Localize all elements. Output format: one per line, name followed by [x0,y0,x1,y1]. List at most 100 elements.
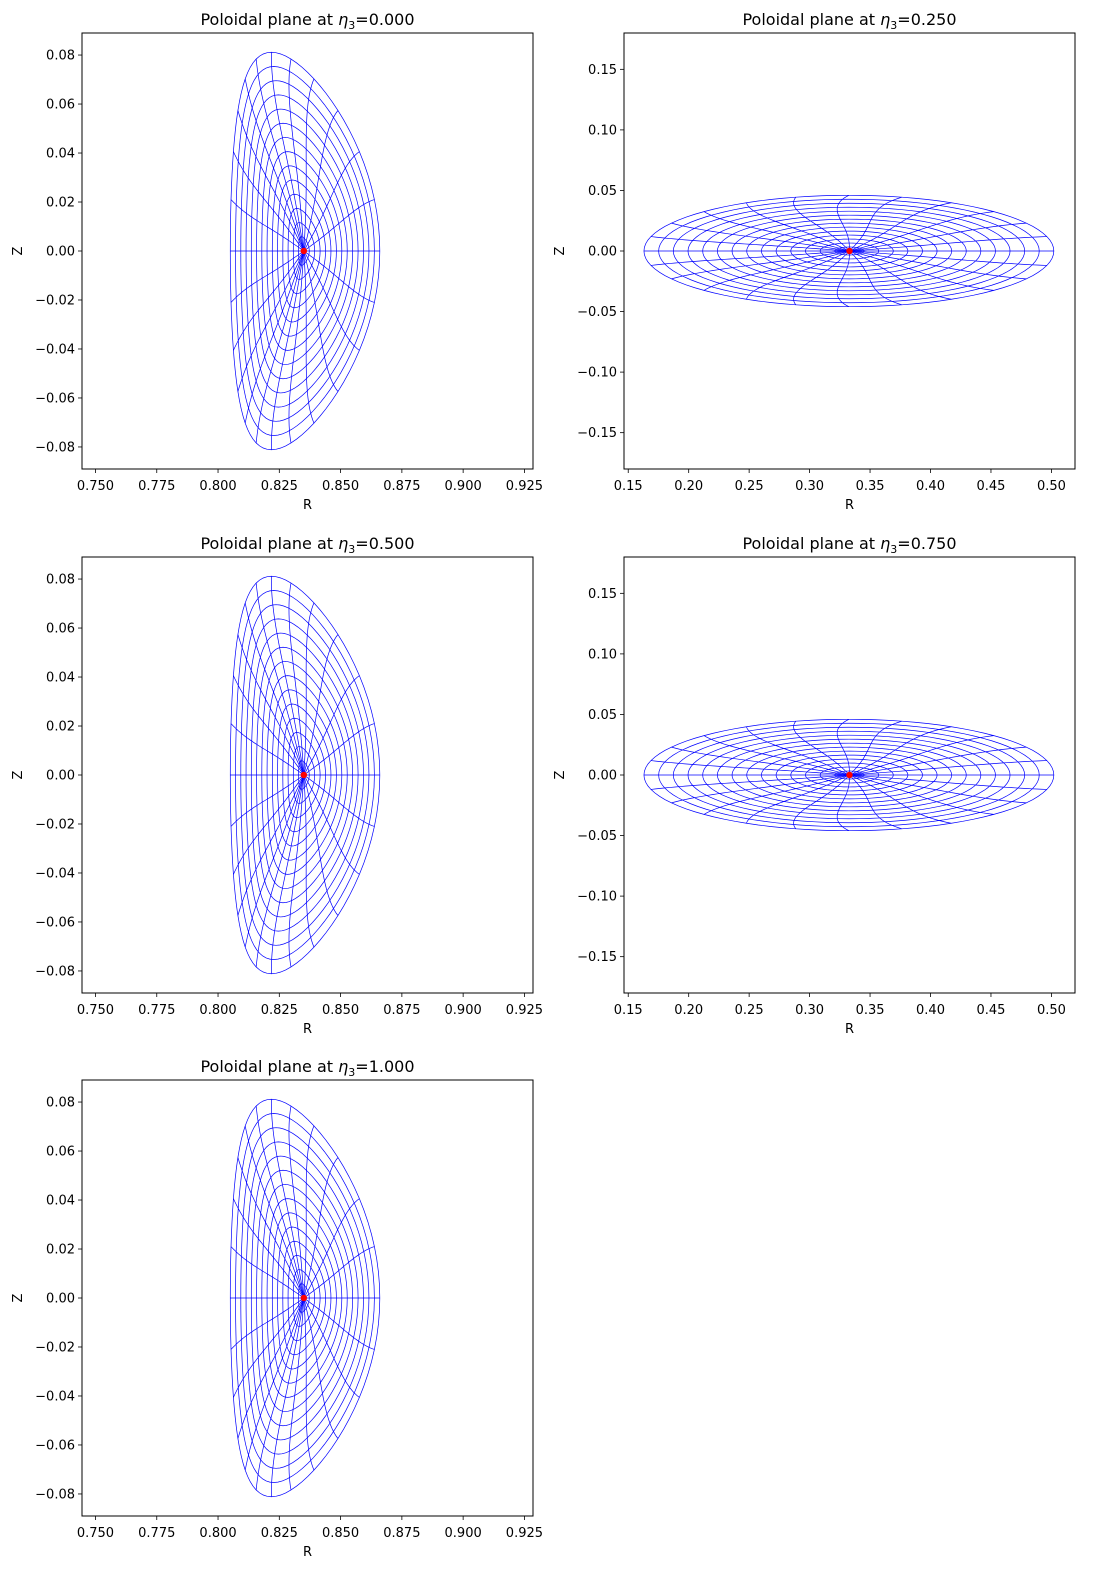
subplot-title: Poloidal plane at η3=1.000 [200,1057,414,1079]
y-tick-label: 0.06 [46,622,75,637]
poloidal-angle-line [233,151,305,252]
poloidal-angle-line [849,726,952,776]
x-tick-label: 0.850 [322,479,359,494]
poloidal-angle-line [233,1297,305,1398]
poloidal-angle-line [271,1297,305,1497]
poloidal-angle-line [746,726,850,776]
poloidal-angle-line [271,1099,305,1299]
subplot-1: 0.750 0.775 0.800 0.825 0.850 0.875 0.900 0.925… [11,10,543,513]
poloidal-angle-line [303,199,375,252]
x-tick-label: 0.875 [383,1003,420,1018]
y-tick-label: 0.08 [46,49,75,64]
y-tick-label: −0.05 [577,305,617,320]
subplot-title: Poloidal plane at η3=0.250 [742,10,956,32]
poloidal-angle-line [303,1297,339,1439]
poloidal-angle-line [237,1297,305,1439]
x-axis-label: R [845,498,854,513]
y-tick-label: 0.05 [588,708,617,723]
magnetic-axis-point [846,247,853,255]
y-axis-label: Z [553,770,568,779]
poloidal-angle-line [255,1106,305,1299]
poloidal-angle-line [849,222,1027,252]
x-tick-label: 0.20 [674,479,703,494]
y-axis-label: Z [11,1293,26,1302]
poloidal-angle-line [849,774,1047,790]
x-tick-label: 0.775 [138,1526,175,1541]
y-tick-label: −0.06 [35,1438,75,1453]
poloidal-angle-line [303,774,360,875]
poloidal-angle-line [303,774,339,916]
x-tick-label: 0.825 [261,479,298,494]
poloidal-angle-line [271,250,305,450]
subplot-4: 0.15 0.20 0.25 0.30 0.35 0.40 0.45 0.50 −0.15 −0.… [553,534,1076,1037]
x-axis-label: R [845,1022,854,1037]
y-tick-label: −0.02 [35,293,75,308]
y-tick-label: 0.15 [588,587,617,602]
poloidal-angle-line [237,110,305,252]
y-tick-label: −0.04 [35,866,75,881]
poloidal-angle-line [230,1246,305,1299]
poloidal-angle-line [230,199,305,252]
poloidal-angle-line [230,250,305,303]
poloidal-angle-line [255,250,305,443]
x-tick-label: 0.800 [199,1526,236,1541]
poloidal-angle-line [288,582,305,776]
poloidal-angle-line [244,1125,305,1299]
x-tick-label: 0.825 [261,1003,298,1018]
poloidal-angle-line [650,236,850,252]
magnetic-axis-point [846,771,853,779]
poloidal-angle-line [303,1246,375,1299]
mesh-series [229,51,381,451]
poloidal-angle-line [303,1297,375,1350]
x-axis-label: R [303,1022,312,1037]
y-tick-label: −0.08 [35,440,75,455]
poloidal-angle-line [237,250,305,392]
poloidal-angle-line [271,774,305,974]
y-tick-label: −0.15 [577,426,617,441]
poloidal-angle-line [793,720,850,776]
poloidal-angle-line [746,774,850,824]
x-tick-label: 0.900 [445,1003,482,1018]
x-tick-label: 0.35 [856,479,885,494]
x-tick-label: 0.50 [1037,479,1066,494]
y-tick-label: 0.04 [46,671,75,686]
poloidal-angle-line [303,250,315,424]
y-tick-label: 0.08 [46,1096,75,1111]
poloidal-angle-line [255,774,305,967]
poloidal-angle-line [255,1297,305,1490]
magnetic-axis-point [300,1294,308,1302]
y-tick-label: 0.00 [46,245,75,260]
x-tick-label: 0.750 [77,479,114,494]
poloidal-angle-line [849,774,952,824]
y-tick-label: 0.00 [46,769,75,784]
y-tick-label: 0.10 [588,647,617,662]
poloidal-angle-line [303,774,375,827]
mesh-series [643,194,1055,308]
poloidal-angle-line [849,250,1027,280]
poloidal-angle-line [237,634,305,776]
poloidal-angle-line [288,1105,305,1299]
poloidal-angle-line [836,718,850,776]
poloidal-angle-line [703,250,850,291]
poloidal-angle-line [849,774,903,830]
x-tick-label: 0.25 [735,479,764,494]
poloidal-angle-line [849,250,994,291]
y-tick-label: 0.00 [588,769,617,784]
y-axis-label: Z [11,246,26,255]
magnetic-axis-point [300,771,308,779]
poloidal-angle-line [233,774,305,875]
y-tick-label: −0.02 [35,817,75,832]
poloidal-angle-line [849,250,1047,266]
poloidal-angle-line [303,1297,315,1471]
poloidal-angle-line [650,760,850,776]
poloidal-angle-line [303,1157,339,1299]
poloidal-angle-line [288,58,305,252]
poloidal-angle-line [849,236,1047,252]
poloidal-angle-line [237,1157,305,1299]
y-tick-label: −0.08 [35,964,75,979]
y-tick-label: −0.06 [35,391,75,406]
x-tick-label: 0.800 [199,479,236,494]
poloidal-angle-line [793,774,850,830]
mesh-series [229,575,381,975]
